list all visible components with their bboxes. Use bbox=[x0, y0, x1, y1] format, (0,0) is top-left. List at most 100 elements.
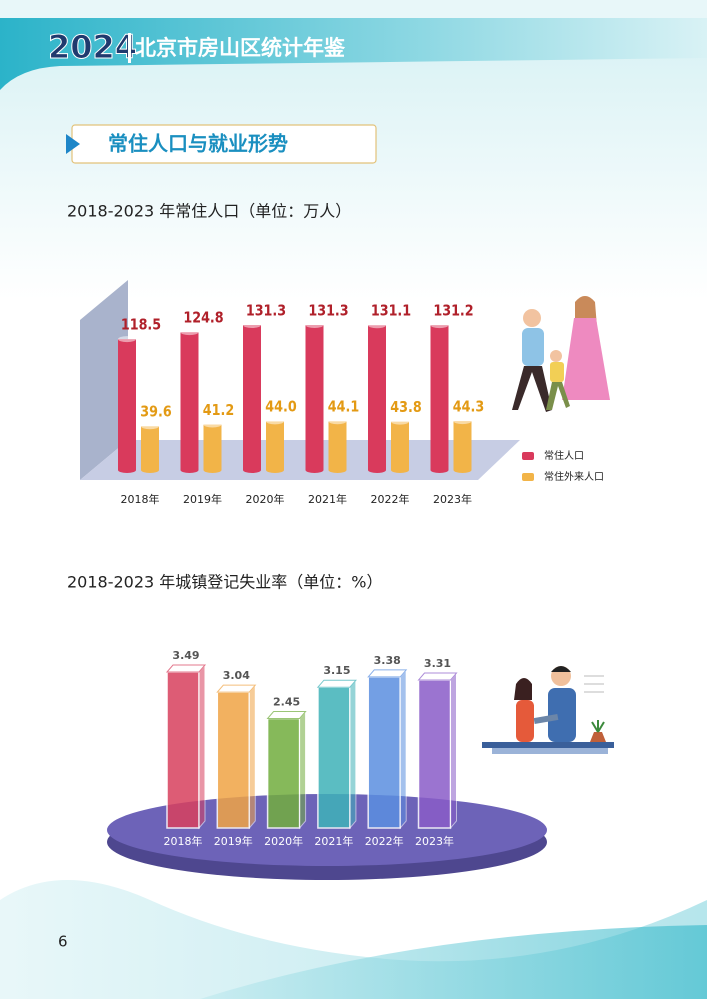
x-tick-label: 2020年 bbox=[246, 492, 285, 506]
bar bbox=[430, 325, 449, 470]
illustration-family bbox=[512, 296, 610, 412]
bar-foot bbox=[118, 467, 136, 473]
value-label: 39.6 bbox=[140, 404, 171, 421]
chart-title: 2018-2023 年城镇登记失业率（单位：%） bbox=[67, 573, 383, 592]
bar-foot bbox=[180, 467, 199, 473]
bar bbox=[180, 332, 199, 470]
bar bbox=[453, 421, 472, 470]
bar bbox=[166, 671, 200, 829]
bar-cap bbox=[368, 322, 386, 329]
value-label: 3.04 bbox=[223, 669, 250, 682]
bar-foot bbox=[141, 467, 159, 473]
page-number: 6 bbox=[58, 933, 68, 951]
header-strip bbox=[0, 0, 707, 18]
value-label: 131.3 bbox=[308, 302, 348, 319]
bar bbox=[118, 339, 136, 470]
bar-foot bbox=[328, 467, 347, 473]
x-tick-label: 2022年 bbox=[365, 834, 404, 848]
bar-top bbox=[165, 664, 207, 673]
bar bbox=[305, 325, 324, 470]
x-tick-label: 2019年 bbox=[214, 834, 253, 848]
bar-side bbox=[299, 710, 307, 830]
bar bbox=[328, 421, 347, 470]
bar-foot bbox=[368, 467, 386, 473]
bar-side bbox=[198, 663, 206, 830]
value-label: 44.3 bbox=[453, 398, 484, 415]
section-arrow bbox=[66, 134, 80, 154]
value-label: 43.8 bbox=[390, 399, 421, 416]
bar-top bbox=[216, 684, 257, 693]
header-year: 2024 bbox=[48, 28, 137, 66]
bar-side bbox=[349, 678, 357, 830]
bar-foot bbox=[243, 467, 261, 473]
population-chart: 2018年 118.5 39.6 2019年 124.8 41.2 2020年 131.3 44… bbox=[80, 280, 604, 506]
value-label: 3.49 bbox=[172, 649, 199, 662]
x-tick-label: 2021年 bbox=[308, 492, 347, 506]
bar bbox=[203, 424, 222, 470]
bar-top bbox=[316, 679, 357, 688]
bar-cap bbox=[453, 418, 472, 425]
bar-cap bbox=[430, 322, 449, 329]
x-tick-label: 2022年 bbox=[371, 492, 410, 506]
x-tick-label: 2019年 bbox=[183, 492, 222, 506]
header-divider bbox=[128, 33, 131, 63]
bar-cap bbox=[180, 329, 199, 336]
legend-label: 常住外来人口 bbox=[544, 470, 604, 483]
bar bbox=[216, 691, 251, 829]
bar-top bbox=[417, 672, 458, 681]
bar-cap bbox=[391, 418, 409, 425]
illustration-office bbox=[482, 666, 614, 754]
chart-title: 2018-2023 年常住人口（单位：万人） bbox=[67, 202, 351, 221]
value-label: 118.5 bbox=[121, 317, 161, 334]
x-tick-label: 2018年 bbox=[121, 492, 160, 506]
bar-cap bbox=[141, 423, 159, 430]
bar bbox=[141, 426, 159, 470]
header-title: 北京市房山区统计年鉴 bbox=[135, 36, 346, 60]
legend-label: 常住人口 bbox=[544, 449, 584, 462]
bar-top bbox=[266, 710, 307, 719]
section-title: 常住人口与就业形势 bbox=[108, 132, 288, 156]
bar-side bbox=[450, 671, 457, 830]
bar-foot bbox=[430, 467, 449, 473]
bar bbox=[266, 421, 284, 470]
bar-foot bbox=[453, 467, 472, 473]
bar-cap bbox=[118, 336, 136, 343]
legend-swatch bbox=[522, 452, 534, 460]
bar-foot bbox=[266, 467, 284, 473]
value-label: 131.3 bbox=[246, 302, 286, 319]
x-tick-label: 2021年 bbox=[314, 834, 353, 848]
bar bbox=[367, 676, 401, 829]
bar-cap bbox=[328, 418, 347, 425]
bar bbox=[317, 686, 351, 829]
footer-wave bbox=[200, 925, 707, 999]
bar bbox=[417, 679, 452, 829]
bar bbox=[368, 325, 386, 470]
x-tick-label: 2023年 bbox=[415, 834, 454, 848]
header-band bbox=[0, 0, 707, 90]
value-label: 131.2 bbox=[433, 302, 473, 319]
value-label: 3.31 bbox=[424, 657, 451, 670]
bar bbox=[266, 717, 301, 829]
bar-foot bbox=[203, 467, 222, 473]
bar-side bbox=[399, 668, 407, 830]
bar-top bbox=[367, 669, 408, 678]
bar-cap bbox=[266, 418, 284, 425]
unemployment-chart: 3.49 2018年 3.04 2019年 2.45 2020年 3.15 2021年 3.38… bbox=[107, 649, 547, 880]
bar-cap bbox=[203, 421, 222, 428]
bar-foot bbox=[391, 467, 409, 473]
value-label: 3.38 bbox=[374, 654, 401, 667]
x-tick-label: 2018年 bbox=[164, 834, 203, 848]
value-label: 44.0 bbox=[265, 399, 297, 416]
bar-cap bbox=[305, 322, 324, 328]
bar-foot bbox=[305, 467, 324, 473]
value-label: 44.1 bbox=[328, 399, 359, 416]
bar bbox=[243, 325, 261, 470]
bar bbox=[391, 421, 409, 470]
value-label: 131.1 bbox=[371, 303, 411, 320]
value-label: 41.2 bbox=[203, 402, 234, 419]
bar-cap bbox=[243, 322, 261, 328]
legend-swatch bbox=[522, 473, 534, 481]
value-label: 2.45 bbox=[273, 695, 300, 708]
back-wall bbox=[80, 280, 128, 480]
